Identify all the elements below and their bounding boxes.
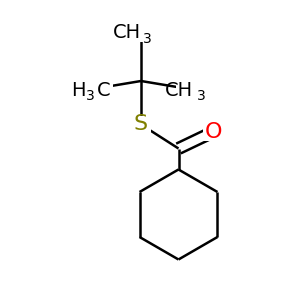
Text: S: S bbox=[134, 115, 148, 134]
Bar bbox=[203, 123, 223, 141]
Text: 3: 3 bbox=[85, 89, 94, 103]
Bar bbox=[131, 116, 151, 134]
Text: 3: 3 bbox=[196, 89, 205, 103]
Text: CH: CH bbox=[113, 23, 141, 43]
Text: H: H bbox=[71, 80, 85, 100]
Text: O: O bbox=[204, 122, 222, 142]
Bar bbox=[74, 81, 112, 99]
Text: 3: 3 bbox=[142, 32, 151, 46]
Bar bbox=[176, 81, 208, 99]
Text: C: C bbox=[97, 80, 110, 100]
Bar bbox=[124, 24, 158, 42]
Text: CH: CH bbox=[165, 80, 194, 100]
